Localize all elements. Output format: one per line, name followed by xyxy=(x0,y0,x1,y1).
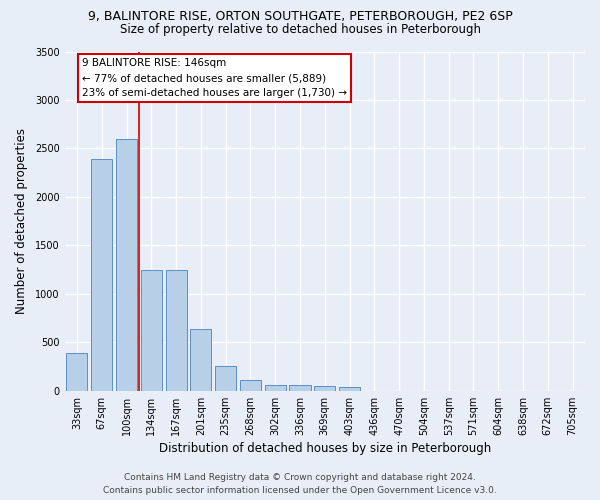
Bar xyxy=(215,366,236,391)
Bar xyxy=(289,386,311,391)
Bar xyxy=(339,388,360,391)
Bar xyxy=(141,270,162,391)
Bar xyxy=(265,385,286,391)
Bar xyxy=(116,139,137,391)
Text: 9, BALINTORE RISE, ORTON SOUTHGATE, PETERBOROUGH, PE2 6SP: 9, BALINTORE RISE, ORTON SOUTHGATE, PETE… xyxy=(88,10,512,23)
Bar xyxy=(314,386,335,391)
Bar xyxy=(240,380,261,391)
Bar xyxy=(91,159,112,391)
Y-axis label: Number of detached properties: Number of detached properties xyxy=(15,128,28,314)
Bar xyxy=(190,329,211,391)
Text: Size of property relative to detached houses in Peterborough: Size of property relative to detached ho… xyxy=(119,22,481,36)
Bar xyxy=(67,353,88,391)
Text: 9 BALINTORE RISE: 146sqm
← 77% of detached houses are smaller (5,889)
23% of sem: 9 BALINTORE RISE: 146sqm ← 77% of detach… xyxy=(82,58,347,98)
Bar xyxy=(166,270,187,391)
X-axis label: Distribution of detached houses by size in Peterborough: Distribution of detached houses by size … xyxy=(158,442,491,455)
Text: Contains HM Land Registry data © Crown copyright and database right 2024.
Contai: Contains HM Land Registry data © Crown c… xyxy=(103,474,497,495)
